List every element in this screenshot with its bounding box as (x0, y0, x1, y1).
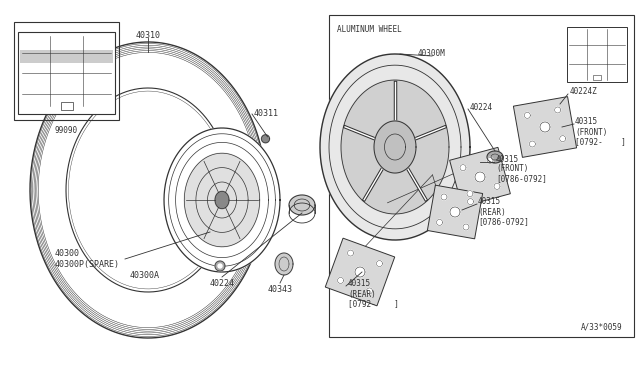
Bar (567, 27, 627, 82)
Text: (REAR): (REAR) (478, 208, 506, 217)
Polygon shape (218, 264, 222, 268)
Polygon shape (487, 151, 503, 163)
Polygon shape (467, 190, 473, 197)
Text: 40224Z: 40224Z (570, 87, 598, 96)
Polygon shape (337, 278, 344, 283)
Bar (450, 147, 510, 207)
Text: 40300: 40300 (55, 250, 80, 259)
Text: ALUMINUM WHEEL: ALUMINUM WHEEL (337, 25, 402, 34)
Bar (325, 238, 395, 306)
Polygon shape (436, 219, 442, 225)
Polygon shape (215, 261, 225, 271)
Text: (REAR): (REAR) (348, 289, 376, 298)
Text: 40315: 40315 (496, 154, 519, 164)
Polygon shape (275, 253, 293, 275)
Polygon shape (66, 88, 230, 292)
Polygon shape (348, 250, 353, 256)
Text: 40343: 40343 (268, 285, 292, 295)
Bar (513, 97, 577, 157)
Polygon shape (341, 80, 449, 214)
Text: 40300M: 40300M (418, 49, 445, 58)
Polygon shape (494, 183, 500, 189)
Polygon shape (320, 54, 470, 240)
Text: 40311: 40311 (254, 109, 279, 119)
Text: 40310: 40310 (136, 32, 161, 41)
Polygon shape (262, 135, 269, 143)
Polygon shape (460, 165, 466, 171)
Bar (14, 22, 119, 120)
Text: A/33*0059: A/33*0059 (580, 323, 622, 331)
Bar (18, 32, 115, 114)
Polygon shape (441, 194, 447, 200)
Polygon shape (289, 195, 315, 215)
Polygon shape (524, 112, 531, 118)
Polygon shape (164, 128, 280, 272)
Polygon shape (529, 141, 536, 147)
Text: 99090: 99090 (55, 126, 78, 135)
Polygon shape (367, 288, 372, 294)
Text: 40300A: 40300A (130, 272, 160, 280)
Polygon shape (376, 260, 383, 267)
Bar (593, 75, 601, 80)
Text: 40300P(SPARE): 40300P(SPARE) (55, 260, 120, 269)
Polygon shape (450, 207, 460, 217)
Polygon shape (30, 42, 266, 338)
Text: (FRONT): (FRONT) (496, 164, 529, 173)
Text: [0786-0792]: [0786-0792] (496, 174, 547, 183)
Text: [0792-    ]: [0792- ] (575, 138, 626, 147)
Polygon shape (215, 191, 229, 209)
Polygon shape (184, 153, 260, 247)
Polygon shape (463, 224, 469, 230)
Polygon shape (487, 157, 493, 163)
Text: [0792-    ]: [0792- ] (348, 299, 399, 308)
Polygon shape (374, 121, 416, 173)
Bar (61, 102, 72, 110)
Polygon shape (540, 122, 550, 132)
Text: 40224: 40224 (209, 279, 234, 289)
Text: 40315: 40315 (348, 279, 371, 289)
Polygon shape (560, 136, 566, 142)
Text: 40224: 40224 (470, 103, 493, 112)
Polygon shape (555, 107, 561, 113)
Text: 40315: 40315 (575, 118, 598, 126)
Text: [0786-0792]: [0786-0792] (478, 218, 529, 227)
Polygon shape (355, 267, 365, 277)
Bar (20, 51, 113, 63)
Bar (428, 185, 483, 239)
Bar (329, 15, 634, 337)
Polygon shape (475, 172, 485, 182)
Text: (FRONT): (FRONT) (575, 128, 607, 137)
Text: 40315: 40315 (478, 198, 501, 206)
Polygon shape (467, 199, 474, 205)
